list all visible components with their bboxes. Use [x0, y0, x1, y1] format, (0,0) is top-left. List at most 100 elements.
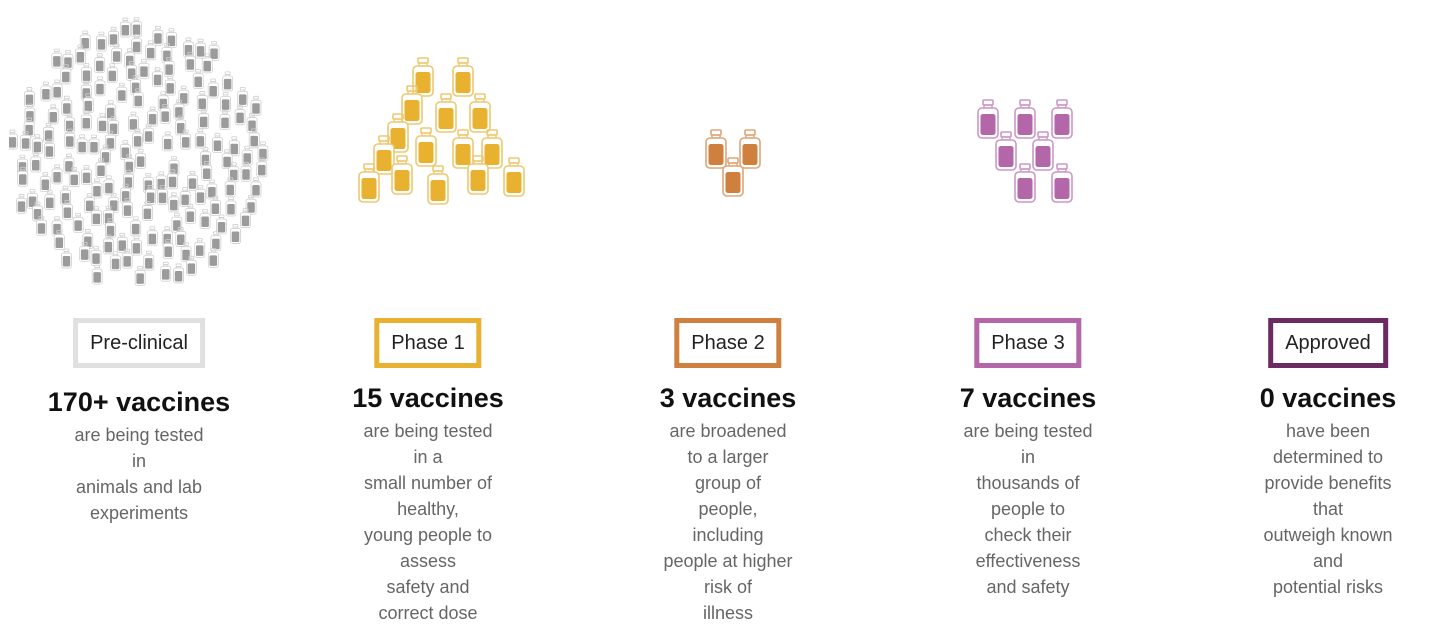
vaccine-vial-preclinical [257, 141, 269, 162]
vaccine-vial-preclinical [201, 161, 213, 181]
description-line: small number of healthy, [363, 473, 493, 519]
vaccine-vial-preclinical [245, 194, 257, 215]
description-line: experiments [89, 503, 189, 523]
vaccine-vial-preclinical [61, 248, 72, 269]
vaccine-vial-phase-1 [401, 85, 423, 125]
vaccine-vial-preclinical [220, 91, 232, 112]
vaccine-vial-preclinical [184, 51, 196, 72]
vaccine-vial-preclinical [16, 193, 27, 214]
description-line: animals and lab [75, 477, 203, 497]
vaccine-vial-preclinical [161, 43, 173, 64]
vaccine-vial-preclinical [43, 122, 55, 143]
description-line: are being tested in a [363, 421, 493, 467]
vaccine-vial-preclinical [44, 138, 55, 159]
vaccine-vial-phase-1 [427, 165, 449, 205]
vaccine-vial-preclinical [209, 196, 221, 216]
vaccine-vial-preclinical [173, 99, 185, 120]
vaccine-vial-preclinical [91, 178, 103, 199]
vaccine-vial-preclinical [173, 263, 184, 284]
description-line: have been determined to [1272, 421, 1384, 467]
vaccine-vial-preclinical [237, 86, 249, 107]
vaccine-vial-preclinical [240, 161, 252, 182]
vaccine-vial-preclinical [159, 104, 171, 124]
vaccine-vial-preclinical [167, 169, 178, 190]
description-line: are being tested in [74, 425, 204, 471]
vaccine-vial-preclinical [145, 40, 157, 61]
vaccine-vial-phase-1 [469, 93, 491, 133]
stage-description-phase-1: are being tested in a small number of he… [363, 418, 493, 626]
vaccine-vial-preclinical [82, 93, 94, 114]
stage-description-preclinical: are being tested in animals and lab expe… [74, 422, 204, 526]
vaccine-vial-preclinical [187, 170, 198, 191]
vaccine-vial-phase-1 [503, 157, 525, 197]
vaccine-vial-phase-3 [1051, 163, 1073, 203]
vaccine-vial-preclinical [199, 209, 211, 229]
vaccine-vial-preclinical [103, 175, 115, 196]
vial-cluster-phase-1 [358, 57, 525, 205]
stage-badge-phase-1: Phase 1 [374, 318, 482, 368]
vaccine-vial-preclinical [250, 95, 262, 116]
vaccine-count-phase-2: 3 vaccines [659, 383, 797, 413]
stage-badge-phase-2: Phase 2 [674, 318, 782, 368]
vaccine-vial-preclinical [39, 172, 51, 192]
vaccine-pipeline-diagram: Pre-clinical 170+ vaccines are being tes… [9, 0, 1396, 623]
vaccine-vial-preclinical [23, 117, 35, 138]
vaccine-vial-preclinical [224, 177, 236, 198]
description-line: are being tested in [963, 421, 1093, 467]
vaccine-vial-preclinical [108, 26, 119, 47]
vaccine-vial-preclinical [234, 105, 246, 126]
vaccine-vial-preclinical [97, 113, 108, 134]
vaccine-vial-preclinical [111, 43, 123, 64]
vaccine-vial-preclinical [116, 82, 128, 103]
vaccine-vial-phase-1 [412, 57, 434, 97]
vaccine-vial-preclinical [241, 145, 253, 166]
vaccine-vial-preclinical [201, 53, 213, 74]
vaccine-vial-preclinical [171, 212, 183, 233]
vaccine-vial-preclinical [51, 79, 63, 100]
stage-description-phase-2: are broadened to a larger group of peopl… [663, 418, 793, 626]
vaccine-vial-preclinical [84, 193, 96, 214]
vaccine-vial-preclinical [198, 109, 210, 130]
vaccine-vial-preclinical [105, 218, 116, 239]
description-line: outweigh known and [1263, 525, 1393, 571]
vaccine-vial-phase-3 [1051, 99, 1073, 139]
description-line: provide benefits that [1264, 473, 1392, 519]
stage-phase-3: Phase 3 7 vaccines are being tested in t… [898, 0, 1158, 598]
vaccine-vial-phase-1 [481, 129, 503, 169]
vaccine-vial-preclinical [157, 185, 168, 205]
vaccine-vial-preclinical [119, 17, 131, 38]
vaccine-vial-preclinical [94, 53, 106, 74]
description-line: safety and correct dose [378, 577, 478, 623]
vaccine-vial-preclinical [82, 229, 94, 249]
vaccine-vial-preclinical [72, 212, 84, 233]
vaccine-vial-preclinical [155, 171, 167, 192]
vaccine-vial-preclinical [9, 129, 18, 150]
vaccine-vial-preclinical [160, 261, 172, 282]
vaccine-vial-preclinical [206, 179, 218, 200]
vaccine-vial-preclinical [248, 128, 260, 149]
stage-label-phase-2: Phase 2 [691, 332, 765, 354]
stage-preclinical: Pre-clinical 170+ vaccines are being tes… [9, 0, 269, 598]
stage-badge-phase-3: Phase 3 [974, 318, 1082, 368]
description-line: are broadened to a larger [669, 421, 787, 467]
vaccine-vial-preclinical [95, 158, 107, 178]
vaccine-vial-preclinical [81, 63, 92, 83]
vaccine-vial-preclinical [143, 250, 155, 271]
vaccine-vial-preclinical [81, 165, 92, 185]
vaccine-vial-preclinical [200, 147, 211, 168]
vaccine-vial-preclinical [76, 134, 88, 155]
vaccine-vial-preclinical [145, 185, 157, 205]
vaccine-vial-phase-1 [415, 127, 437, 167]
vial-cluster-phase-3 [977, 99, 1073, 203]
vaccine-vial-preclinical [121, 248, 133, 269]
vaccine-vial-preclinical [250, 177, 262, 198]
vaccine-vial-phase-1 [391, 155, 413, 195]
vaccine-vial-preclinical [63, 153, 75, 174]
vaccine-vial-preclinical [162, 239, 174, 259]
stage-badge-approved: Approved [1268, 318, 1388, 368]
vaccine-vial-preclinical [222, 71, 234, 92]
vaccine-vial-phase-3 [995, 131, 1017, 171]
vaccine-vial-preclinical [208, 41, 220, 61]
vaccine-vial-preclinical [141, 201, 153, 221]
vaccine-vial-preclinical [79, 241, 91, 262]
